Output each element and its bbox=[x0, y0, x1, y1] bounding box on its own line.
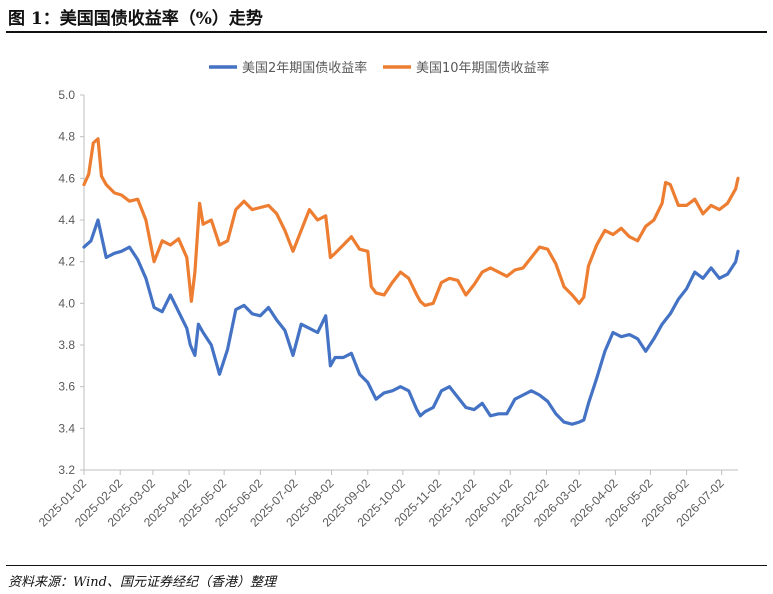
y-tick-label: 4.2 bbox=[58, 255, 75, 269]
y-tick-label: 4.4 bbox=[58, 213, 75, 227]
bottom-rule bbox=[6, 565, 767, 566]
y-tick-label: 4.6 bbox=[58, 171, 75, 185]
y-tick-label: 3.4 bbox=[58, 421, 75, 435]
series-line-10y bbox=[82, 137, 740, 307]
source-note: 资料来源：Wind、国元证券经纪（香港）整理 bbox=[8, 575, 276, 590]
line-chart: 美国2年期国债收益率 美国10年期国债收益率 3.2 3.4 3.6 3.8 4.0 4.2… bbox=[36, 60, 740, 530]
figure-title: 图 1：美国国债收益率（%）走势 bbox=[8, 9, 263, 29]
y-tick-label: 3.8 bbox=[58, 338, 75, 352]
x-axis: 2025-01-022025-02-022025-03-022025-04-02… bbox=[36, 469, 738, 530]
top-rule bbox=[6, 31, 767, 33]
y-tick-label: 4.0 bbox=[58, 296, 75, 310]
y-tick-label: 5.0 bbox=[58, 88, 75, 102]
plot-area bbox=[82, 137, 740, 426]
y-tick-label: 4.8 bbox=[58, 130, 75, 144]
chart-legend: 美国2年期国债收益率 美国10年期国债收益率 bbox=[209, 60, 550, 76]
legend-label: 美国2年期国债收益率 bbox=[242, 60, 367, 76]
y-axis: 3.2 3.4 3.6 3.8 4.0 4.2 4.4 4.6 4.8 5.0 bbox=[58, 88, 85, 477]
series-line-2y bbox=[82, 218, 740, 426]
y-tick-label: 3.6 bbox=[58, 380, 75, 394]
y-tick-label: 3.2 bbox=[58, 463, 75, 477]
legend-label: 美国10年期国债收益率 bbox=[416, 60, 550, 76]
